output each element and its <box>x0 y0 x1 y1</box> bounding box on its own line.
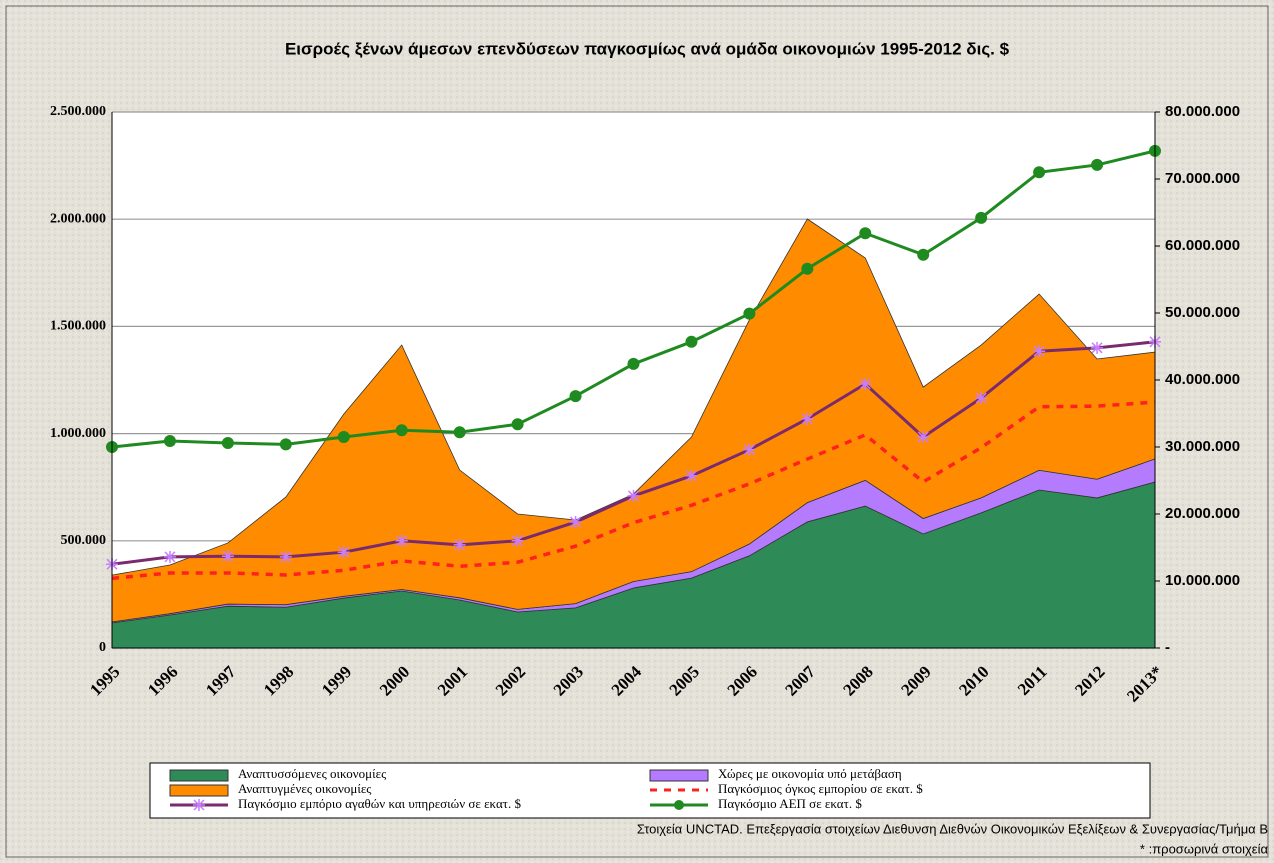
marker <box>1033 166 1046 179</box>
marker <box>975 392 988 405</box>
marker <box>627 489 640 502</box>
marker <box>221 550 234 563</box>
legend-swatch <box>169 769 229 782</box>
note: * :προσωρινά στοιχεία <box>1140 841 1269 856</box>
y2-tick-label: 50.000.000 <box>1165 304 1240 321</box>
marker <box>395 534 408 547</box>
marker <box>279 550 292 563</box>
y2-tick-label: 30.000.000 <box>1165 438 1240 455</box>
marker <box>337 430 350 443</box>
marker <box>685 469 698 482</box>
marker <box>511 534 524 547</box>
y2-tick-label: 80.000.000 <box>1165 103 1240 120</box>
marker <box>453 538 466 551</box>
legend-label: Παγκόσμιο εμπόριο αγαθών και υπηρεσιών σ… <box>238 796 522 811</box>
marker <box>801 262 814 275</box>
marker <box>801 412 814 425</box>
y2-tick-label: - <box>1165 639 1170 656</box>
marker <box>975 211 988 224</box>
marker <box>1091 158 1104 171</box>
legend-marker <box>674 800 684 810</box>
source: Στοιχεία UNCTAD. Επεξεργασία στοιχείων Δ… <box>637 821 1268 836</box>
chart-title: Εισροές ξένων άμεσων επενδύσεων παγκοσμί… <box>285 39 1010 58</box>
frame <box>5 5 1269 858</box>
y2-tick-label: 60.000.000 <box>1165 237 1240 254</box>
marker <box>743 443 756 456</box>
marker <box>163 550 176 563</box>
legend-label: Παγκόσμιο ΑΕΠ σε εκατ. $ <box>718 796 862 811</box>
marker <box>917 248 930 261</box>
legend-label: Αναπτυγμένες οικονομίες <box>238 781 372 796</box>
marker <box>917 430 930 443</box>
marker <box>859 227 872 240</box>
y2-tick-label: 10.000.000 <box>1165 572 1240 589</box>
line <box>111 400 1156 581</box>
y-tick-label: 1.000.000 <box>50 426 106 441</box>
marker <box>627 357 640 370</box>
y2-tick-label: 70.000.000 <box>1165 170 1240 187</box>
marker <box>279 438 292 451</box>
marker <box>859 378 872 391</box>
legend-swatch <box>169 784 229 797</box>
marker <box>337 546 350 559</box>
marker <box>685 335 698 348</box>
marker <box>569 390 582 403</box>
marker <box>453 426 466 439</box>
y2-tick-label: 20.000.000 <box>1165 505 1240 522</box>
marker <box>743 307 756 320</box>
y-tick-label: 500.000 <box>61 533 107 548</box>
marker <box>569 516 582 529</box>
y-tick-label: 2.000.000 <box>50 211 106 226</box>
marker <box>221 436 234 449</box>
y-tick-label: 0 <box>99 640 106 655</box>
marker <box>163 434 176 447</box>
legend-label: Παγκόσμιος όγκος εμπορίου σε εκατ. $ <box>718 781 923 796</box>
marker <box>1033 345 1046 358</box>
legend-label: Αναπτυσσόμενες οικονομίες <box>238 766 387 781</box>
y2-tick-label: 40.000.000 <box>1165 371 1240 388</box>
y-tick-label: 1.500.000 <box>50 319 106 334</box>
marker <box>395 424 408 437</box>
y-tick-label: 2.500.000 <box>50 104 106 119</box>
legend-marker <box>193 799 205 811</box>
legend-label: Χώρες με οικονομία υπό μετάβαση <box>718 766 902 781</box>
marker <box>1091 341 1104 354</box>
legend-swatch <box>649 769 709 782</box>
marker <box>511 418 524 431</box>
